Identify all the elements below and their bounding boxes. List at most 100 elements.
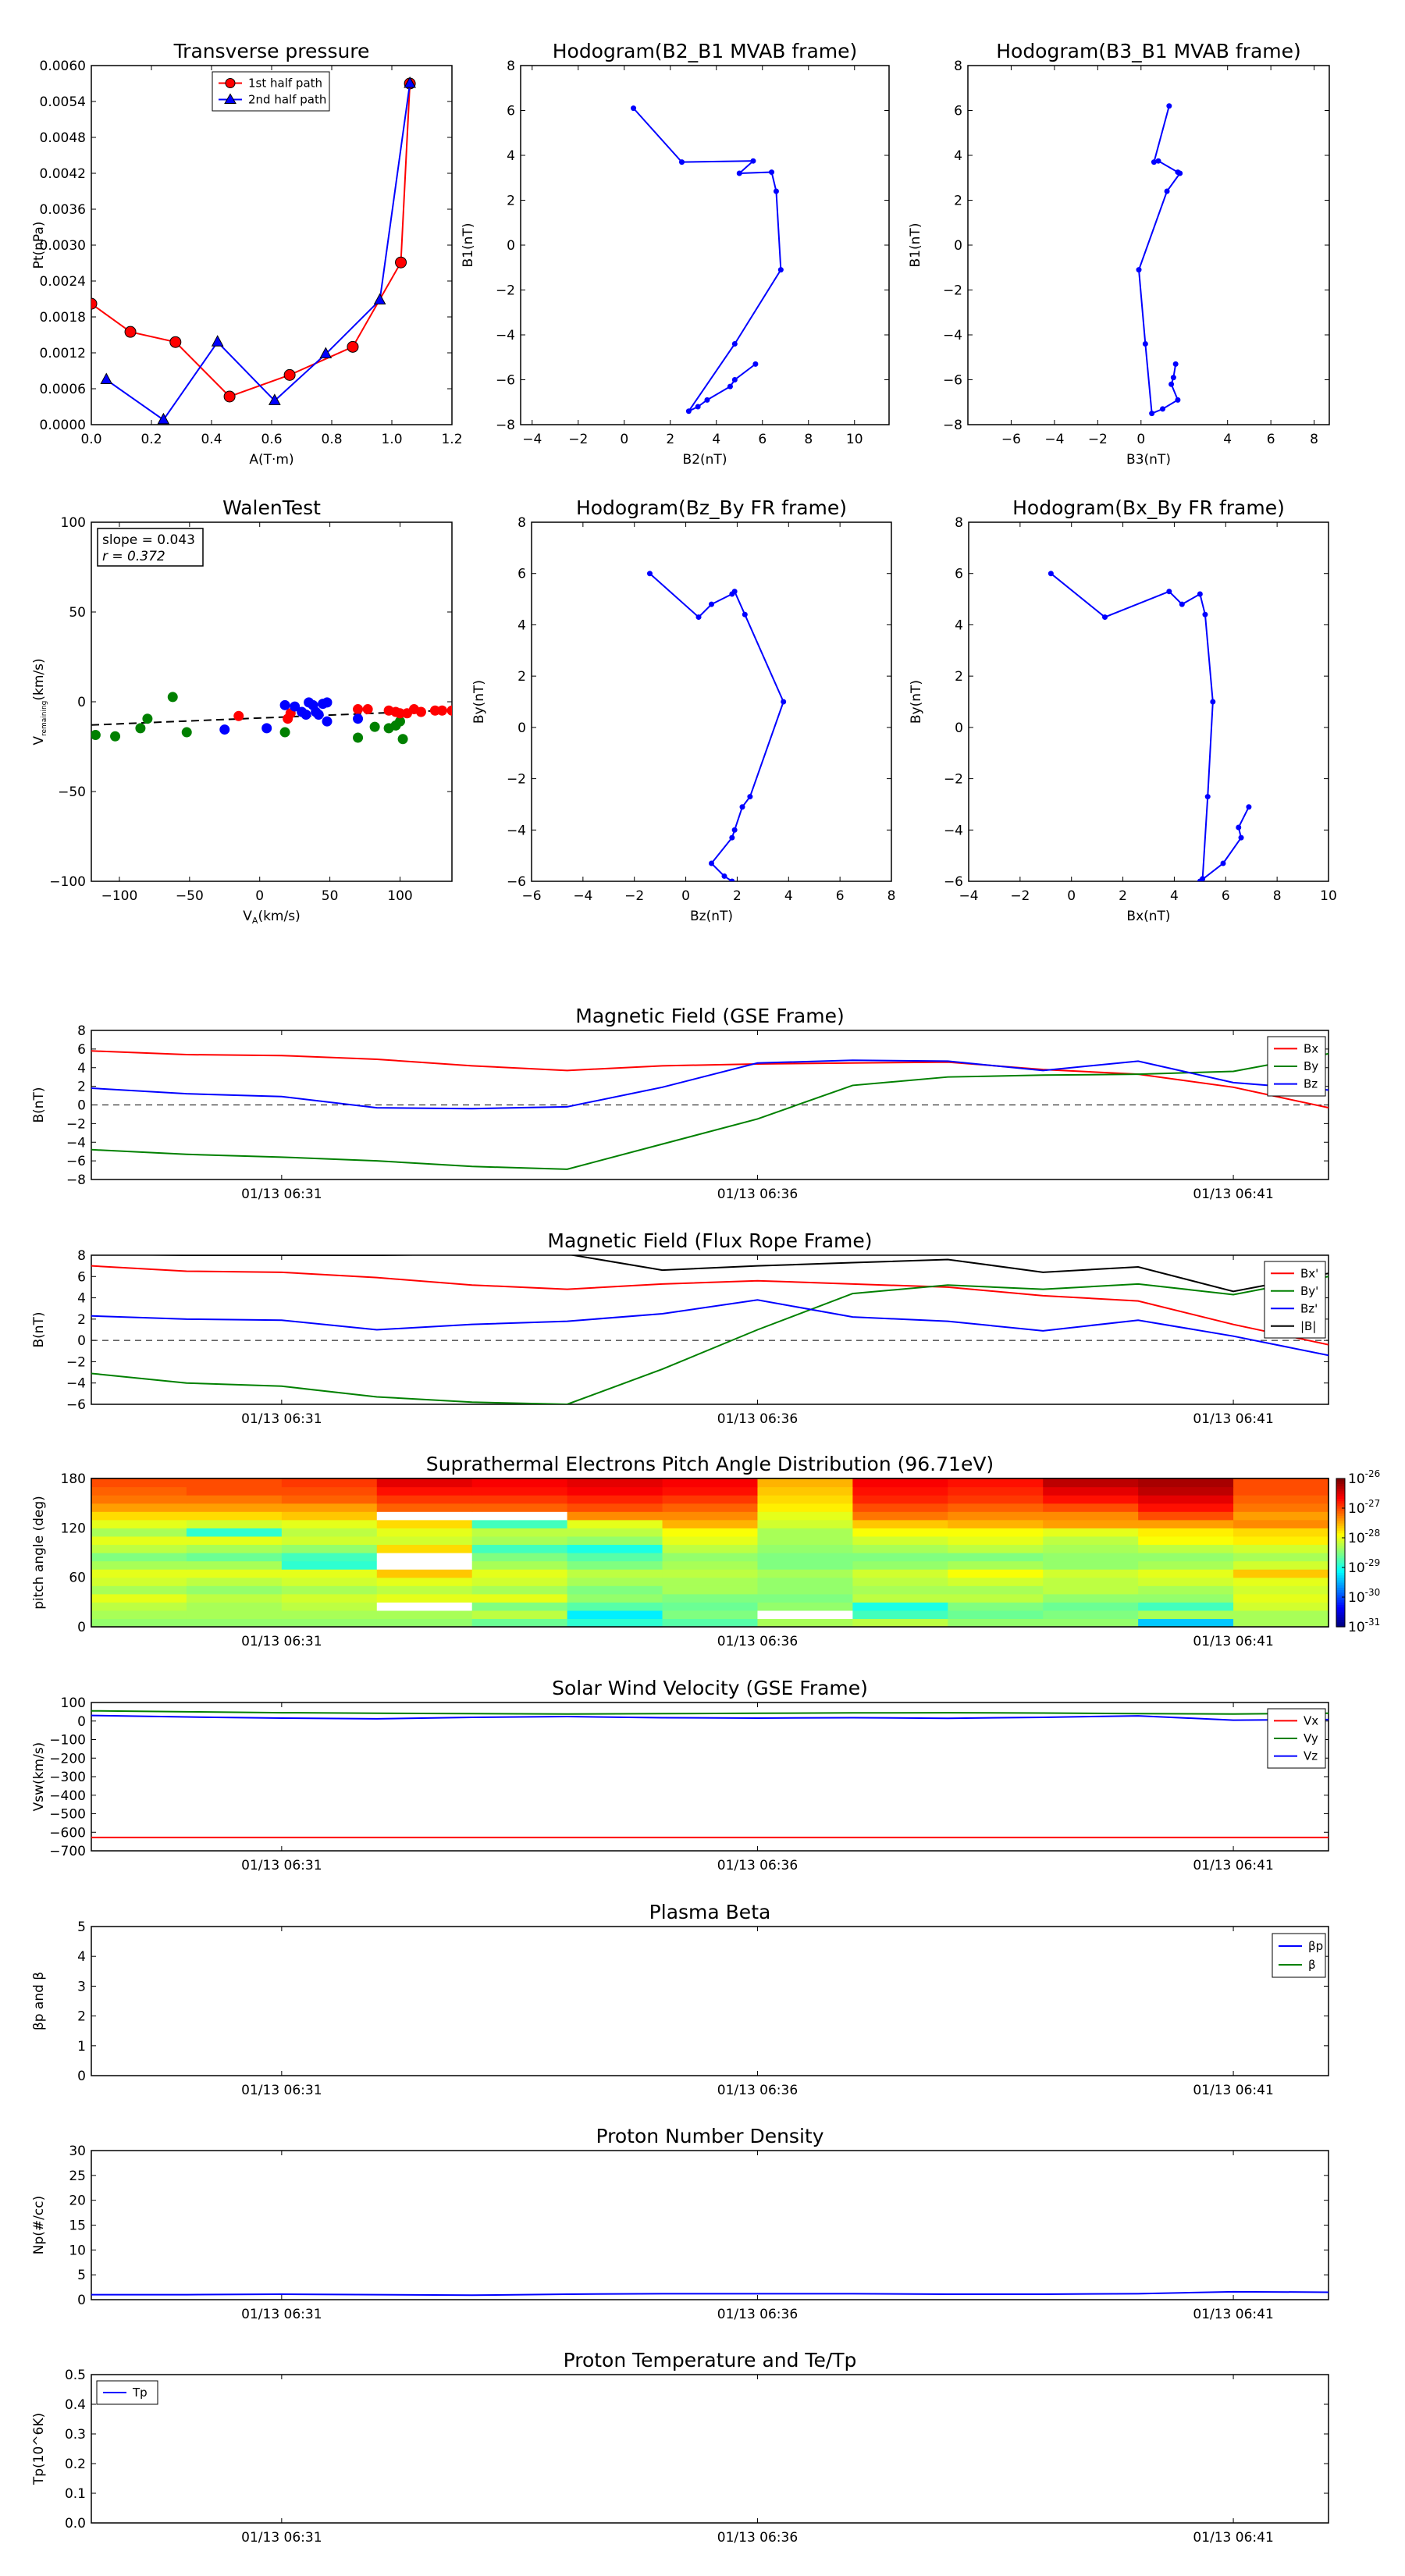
hodogram-line (649, 572, 784, 881)
y-tick-label: −400 (49, 1788, 86, 1804)
heatmap-cell (852, 1610, 948, 1620)
y-tick-label: 0 (954, 238, 962, 254)
x-tick-label: −4 (959, 888, 978, 904)
x-tick-label: 0.2 (140, 432, 162, 447)
data-point (233, 710, 244, 721)
y-tick-label: 0 (77, 1098, 86, 1114)
y-axis-label: βp and β (31, 1972, 47, 2030)
x-tick-label: −4 (522, 432, 542, 447)
data-point (415, 706, 426, 717)
heatmap-cell (662, 1503, 759, 1512)
colorbar-segment (1336, 1498, 1345, 1502)
colorbar-segment (1336, 1523, 1345, 1526)
data-point (721, 873, 727, 879)
heatmap-cell (662, 1618, 759, 1627)
y-tick-label: 0.0000 (40, 418, 86, 433)
heatmap-cell (757, 1602, 853, 1611)
data-point (1151, 159, 1157, 165)
data-point (319, 347, 333, 359)
heatmap-cell (1138, 1602, 1234, 1611)
data-point (1202, 611, 1208, 617)
heatmap-cell (757, 1519, 853, 1528)
x-tick-label: 01/13 06:31 (241, 1634, 322, 1649)
heatmap-cell (948, 1618, 1044, 1627)
colorbar: 10-26 10-27 10-28 10-29 10-30 10-31 (1336, 1468, 1380, 1635)
chart-title: Hodogram(B2_B1 MVAB frame) (553, 40, 858, 62)
colorbar-segment (1336, 1550, 1345, 1553)
y-tick-label: 2 (77, 1080, 86, 1095)
data-point (91, 730, 101, 741)
heatmap-cell (376, 1528, 473, 1537)
colorbar-segment (1336, 1540, 1345, 1543)
data-point (704, 397, 710, 403)
colorbar-segment (1336, 1604, 1345, 1608)
x-tick-label: 100 (387, 888, 412, 904)
heatmap-cell (1138, 1511, 1234, 1521)
heatmap-cell (471, 1577, 568, 1586)
data-point (223, 390, 236, 403)
heatmap-cell (1233, 1544, 1329, 1553)
heatmap-cell (186, 1495, 283, 1504)
colorbar-segment (1336, 1585, 1345, 1588)
heatmap-cell (567, 1569, 663, 1578)
data-point (353, 713, 364, 724)
x-tick-label: 6 (1267, 432, 1275, 447)
x-tick-label: −6 (1001, 432, 1021, 447)
heatmap-cell (1138, 1528, 1234, 1537)
heatmap-cell (852, 1519, 948, 1528)
plot-frame (91, 1254, 1329, 1405)
y-tick-label: −6 (507, 874, 526, 890)
heatmap-cell (1233, 1610, 1329, 1620)
plot-area (91, 1050, 1329, 1170)
y-tick-label: −100 (49, 874, 86, 890)
heatmap-cell (1233, 1569, 1329, 1578)
series-line (91, 1265, 1329, 1346)
y-tick-label: 5 (77, 2268, 86, 2283)
x-tick-label: 0.6 (261, 432, 282, 447)
heatmap-cell (948, 1544, 1044, 1553)
heatmap-cell (567, 1577, 663, 1586)
hodogram-line (1138, 105, 1182, 415)
y-tick-label: 0 (955, 720, 963, 736)
heatmap-cell (852, 1486, 948, 1496)
data-point (1170, 375, 1176, 381)
y-tick-label: −2 (507, 772, 526, 788)
y-tick-label: 60 (69, 1571, 86, 1586)
heatmap-cell (471, 1585, 568, 1595)
y-tick-label: −2 (943, 283, 962, 299)
colorbar-segment (1336, 1562, 1345, 1566)
colorbar-segment (1336, 1485, 1345, 1489)
y-tick-label: 0.0024 (40, 274, 86, 290)
data-point (322, 716, 333, 727)
heatmap-cell (948, 1593, 1044, 1603)
panel-hodo_b3b1: Hodogram(B3_B1 MVAB frame) −8 −6 −4 −2 0 2 4 6 8 −… (908, 40, 1330, 468)
x-tick-label: 2 (733, 888, 742, 904)
legend-label: Vx (1304, 1713, 1318, 1727)
y-tick-label: 2 (77, 2009, 86, 2025)
colorbar-segment (1336, 1606, 1345, 1610)
heatmap-cell (757, 1478, 853, 1488)
data-point (362, 704, 373, 715)
panel-mag_gse: Magnetic Field (GSE Frame) −8 −6 −4 −2 0 2 4 6 8 0… (31, 1005, 1329, 1202)
series-line (91, 1052, 1329, 1170)
heatmap-cell (948, 1511, 1044, 1521)
y-tick-label: −8 (943, 418, 962, 433)
data-point (752, 361, 759, 367)
x-tick-label: 0 (681, 888, 690, 904)
heatmap-cell (471, 1486, 568, 1496)
heatmap-cell (948, 1553, 1044, 1562)
heatmap-cell (948, 1495, 1044, 1504)
heatmap-cell (186, 1535, 283, 1546)
x-tick-label: 01/13 06:36 (717, 1634, 798, 1649)
data-point (135, 723, 146, 734)
y-tick-label: 30 (69, 2144, 86, 2159)
y-tick-label: 4 (77, 1061, 86, 1076)
y-tick-label: 8 (507, 59, 515, 74)
legend-frame (1272, 1933, 1326, 1978)
heatmap-cell (281, 1602, 378, 1611)
r-text: r = 0.372 (102, 549, 165, 564)
heatmap-cell (1043, 1511, 1139, 1521)
x-tick-label: −2 (1088, 432, 1108, 447)
x-tick-label: 01/13 06:41 (1193, 1858, 1273, 1873)
